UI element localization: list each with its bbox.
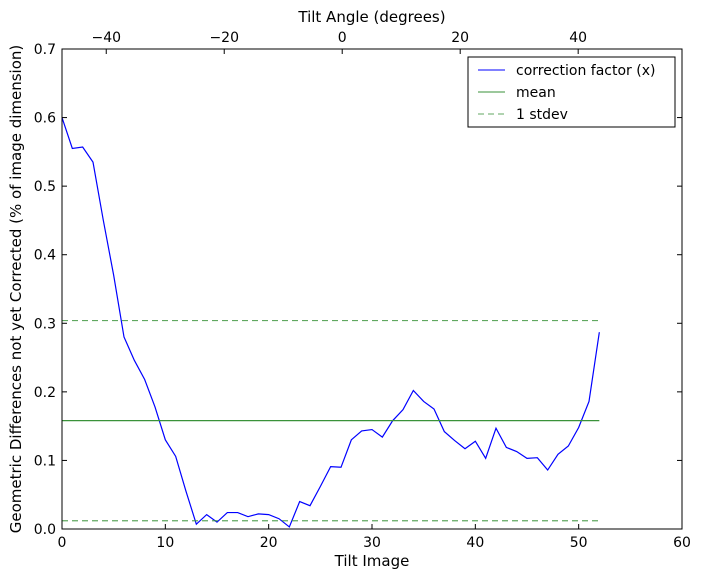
- legend-label-stdev: 1 stdev: [516, 107, 568, 123]
- series-line-0: [61, 117, 600, 528]
- x-tick-label: 30: [363, 535, 381, 551]
- x-axis-label: Tilt Image: [334, 552, 410, 570]
- top-x-axis-label: Tilt Angle (degrees): [297, 8, 445, 26]
- legend: correction factor (x) mean 1 stdev: [467, 56, 676, 128]
- top-x-tick-label: −40: [91, 30, 121, 46]
- x-tick-label: 40: [466, 535, 484, 551]
- legend-label-correction: correction factor (x): [516, 63, 655, 79]
- x-tick-label: 50: [570, 535, 588, 551]
- legend-label-mean: mean: [516, 85, 556, 101]
- top-x-tick-label: 0: [338, 30, 347, 46]
- y-tick-label: 0.7: [34, 42, 56, 58]
- top-x-tick-label: 20: [451, 30, 469, 46]
- top-x-tick-label: −20: [209, 30, 239, 46]
- top-x-tick-label: 40: [569, 30, 587, 46]
- y-axis-label: Geometric Differences not yet Corrected …: [7, 45, 25, 534]
- y-tick-label: 0.2: [34, 385, 56, 401]
- y-tick-label: 0.5: [34, 179, 56, 195]
- x-tick-label: 0: [58, 535, 67, 551]
- y-tick-label: 0.4: [34, 248, 56, 264]
- x-tick-label: 20: [260, 535, 278, 551]
- x-tick-label: 10: [156, 535, 174, 551]
- x-tick-label: 60: [673, 535, 691, 551]
- y-tick-label: 0.3: [34, 316, 56, 332]
- y-tick-label: 0.6: [34, 111, 56, 127]
- y-tick-label: 0.0: [34, 522, 56, 538]
- y-tick-label: 0.1: [34, 453, 56, 469]
